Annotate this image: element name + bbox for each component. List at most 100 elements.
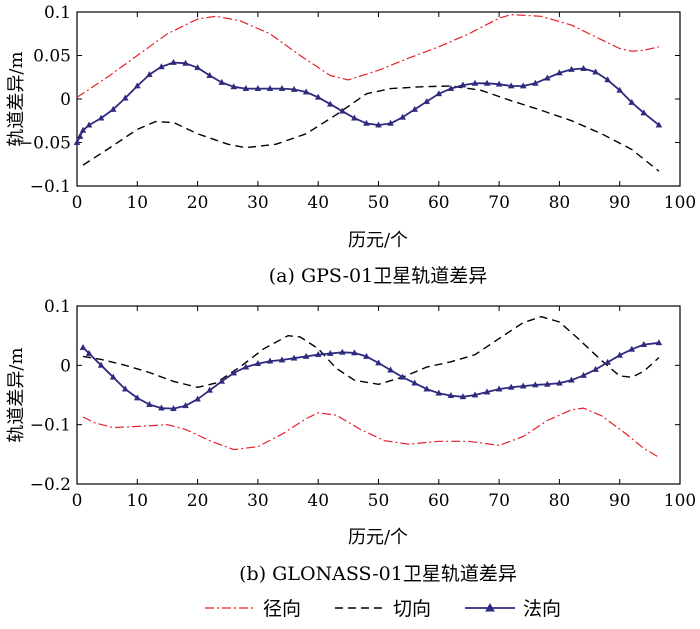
series-marker-normal: [495, 385, 503, 392]
series-marker-normal: [218, 377, 226, 384]
series-marker-normal: [79, 126, 87, 133]
x-tick-label: 30: [247, 491, 269, 511]
series-marker-normal: [109, 373, 117, 380]
series-marker-normal: [423, 385, 431, 392]
series-marker-normal: [302, 352, 310, 359]
plot-frame: [76, 11, 681, 187]
y-tick-label: 0.05: [33, 47, 71, 67]
series-marker-normal: [351, 349, 358, 356]
series-marker-normal: [399, 373, 406, 380]
series-marker-normal: [170, 405, 177, 412]
series-marker-normal: [109, 105, 117, 112]
series-marker-normal: [230, 83, 238, 90]
y-tick-label: 0: [60, 90, 71, 110]
x-tick-label: 80: [549, 491, 571, 511]
series-marker-normal: [314, 93, 322, 100]
x-tick-label: 70: [488, 491, 510, 511]
series-marker-normal: [97, 114, 105, 121]
series-marker-normal: [471, 391, 479, 398]
series-marker-normal: [79, 343, 87, 350]
y-axis-ticks: −0.1 −0.05 0 0.05 0.1: [19, 3, 680, 197]
series-marker-normal: [399, 113, 406, 120]
x-tick-label: 100: [664, 491, 696, 511]
series-marker-normal: [363, 119, 370, 126]
series-marker-normal: [616, 86, 624, 93]
series-marker-normal: [604, 358, 611, 365]
series-marker-normal: [544, 74, 551, 81]
x-axis-title: 历元/个: [348, 230, 408, 251]
series-marker-normal: [302, 88, 310, 95]
series-layer: [79, 316, 663, 458]
y-axis-title: 轨道差异/m: [6, 51, 27, 146]
series-line-tangential: [82, 316, 660, 388]
series-marker-normal: [254, 84, 262, 91]
series-marker-normal: [459, 81, 467, 88]
series-marker-normal: [242, 84, 250, 91]
series-marker-normal: [278, 356, 286, 363]
series-marker-normal: [278, 84, 286, 91]
series-marker-normal: [592, 68, 599, 75]
series-marker-normal: [580, 371, 587, 378]
series-marker-normal: [375, 121, 382, 128]
series-marker-normal: [121, 385, 129, 392]
series-line-tangential: [82, 85, 660, 172]
series-marker-normal: [254, 359, 262, 366]
series-marker-normal: [435, 90, 443, 97]
series-marker-normal: [266, 84, 274, 91]
x-tick-label: 100: [664, 193, 696, 213]
series-marker-normal: [194, 64, 201, 71]
series-marker-normal: [568, 65, 575, 72]
x-tick-label: 30: [247, 193, 269, 213]
x-tick-label: 20: [187, 491, 209, 511]
series-marker-normal: [182, 59, 189, 66]
y-tick-label: −0.1: [30, 177, 71, 197]
series-marker-normal: [459, 393, 467, 400]
series-marker-normal: [85, 349, 93, 356]
chart-glonass-01: −0.2 −0.1 0 0.1 0 10 20 30 40 50 60 70 80 90 100 历元/个…: [6, 297, 696, 585]
series-marker-normal: [655, 121, 663, 128]
series-marker-normal: [206, 386, 213, 393]
series-marker-normal: [314, 351, 322, 358]
series-marker-normal: [121, 94, 129, 101]
series-marker-normal: [326, 100, 334, 107]
series-marker-normal: [218, 78, 226, 85]
chart-gps-01: −0.1 −0.05 0 0.05 0.1 0 10 20 30 40 50 60 70 80 90 100…: [6, 3, 696, 287]
series-marker-normal: [519, 382, 527, 389]
series-line-radial: [82, 407, 660, 458]
series-marker-normal: [411, 105, 419, 112]
x-tick-label: 40: [307, 193, 329, 213]
y-tick-label: 0: [60, 356, 71, 376]
plot-frame: [76, 305, 681, 485]
series-marker-normal: [73, 138, 81, 145]
series-marker-normal: [483, 79, 491, 86]
series-line-normal: [76, 61, 660, 143]
series-marker-normal: [194, 395, 201, 402]
series-marker-normal: [507, 383, 515, 390]
x-tick-label: 0: [72, 491, 83, 511]
series-marker-normal: [158, 404, 165, 411]
series-marker-normal: [387, 119, 394, 126]
series-line-normal: [82, 341, 660, 410]
series-marker-normal: [616, 351, 624, 358]
series-marker-normal: [507, 82, 515, 89]
series-marker-normal: [146, 400, 153, 407]
series-marker-normal: [76, 132, 84, 139]
x-tick-label: 60: [428, 491, 450, 511]
series-marker-normal: [556, 69, 563, 76]
series-marker-normal: [423, 97, 431, 105]
series-marker-normal: [146, 71, 153, 78]
series-marker-normal: [640, 340, 648, 347]
series-marker-normal: [133, 82, 141, 89]
series-marker-normal: [375, 359, 382, 366]
series-marker-normal: [447, 391, 455, 398]
series-marker-normal: [338, 107, 346, 114]
legend-normal-marker: [485, 602, 495, 612]
chart-caption: (b) GLONASS-01卫星轨道差异: [239, 563, 517, 585]
legend-radial-label: 径向: [263, 598, 301, 620]
chart-caption: (a) GPS-01卫星轨道差异: [269, 265, 487, 287]
x-tick-label: 70: [488, 193, 510, 213]
y-axis-title: 轨道差异/m: [6, 347, 27, 442]
x-tick-label: 10: [126, 193, 148, 213]
series-marker-normal: [290, 354, 298, 361]
